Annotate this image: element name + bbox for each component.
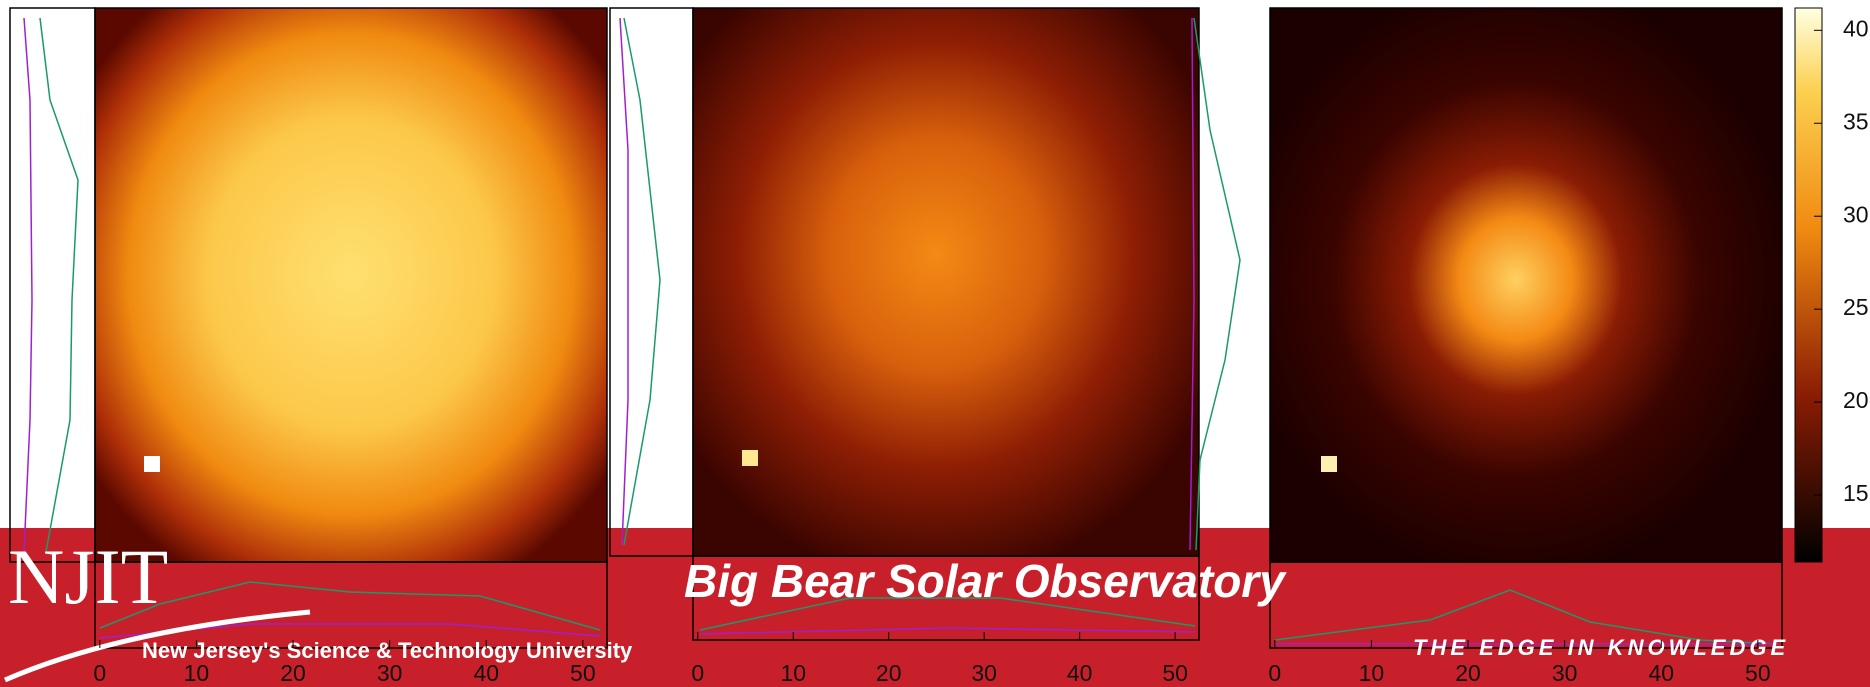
x-tick-label: 30: [377, 660, 403, 686]
x-tick-label: 20: [1455, 660, 1481, 686]
colorbar: [1795, 8, 1822, 562]
hot-pixel: [1321, 456, 1337, 472]
heatmap: [1270, 8, 1782, 562]
x-tick-label: 0: [1268, 660, 1281, 686]
slogan: THE EDGE IN KNOWLEDGE: [1413, 635, 1789, 660]
colorbar-tick-label: 20: [1843, 387, 1869, 413]
x-tick-label: 0: [93, 660, 106, 686]
profile-line: [24, 18, 32, 552]
page: {"banner": {"title": "Big Bear Solar Obs…: [0, 0, 1870, 687]
x-tick-label: 50: [570, 660, 596, 686]
screenshot: NJIT New Jersey's Science & Technology U…: [0, 0, 1870, 687]
side-profile-box: [1199, 8, 1270, 528]
hot-pixel: [742, 450, 758, 466]
profile-line: [620, 18, 628, 545]
profile-line: [40, 18, 78, 552]
x-tick-label: 30: [971, 660, 997, 686]
logo: NJIT: [8, 533, 168, 620]
x-tick-label: 30: [1552, 660, 1578, 686]
x-tick-label: 50: [1745, 660, 1771, 686]
side-profile-box: [610, 8, 693, 556]
hot-pixel: [144, 456, 160, 472]
colorbar-tick-label: 40: [1843, 15, 1869, 41]
heatmap: [693, 8, 1199, 556]
x-tick-label: 40: [473, 660, 499, 686]
x-tick-label: 50: [1162, 660, 1188, 686]
profile-line: [624, 18, 660, 545]
x-tick-label: 10: [780, 660, 806, 686]
x-tick-label: 10: [1359, 660, 1385, 686]
x-tick-label: 20: [280, 660, 306, 686]
heatmap: [95, 8, 607, 562]
colorbar-tick-label: 25: [1843, 294, 1869, 320]
x-tick-label: 40: [1067, 660, 1093, 686]
university-name: New Jersey's Science & Technology Univer…: [142, 638, 633, 663]
x-tick-label: 0: [691, 660, 704, 686]
x-tick-label: 40: [1648, 660, 1674, 686]
banner-title: Big Bear Solar Observatory: [684, 555, 1287, 607]
colorbar-tick-label: 15: [1843, 480, 1869, 506]
x-tick-label: 20: [876, 660, 902, 686]
x-tick-label: 10: [184, 660, 210, 686]
colorbar-tick-label: 30: [1843, 201, 1869, 227]
colorbar-tick-label: 35: [1843, 108, 1869, 134]
side-profile-box: [10, 8, 95, 562]
